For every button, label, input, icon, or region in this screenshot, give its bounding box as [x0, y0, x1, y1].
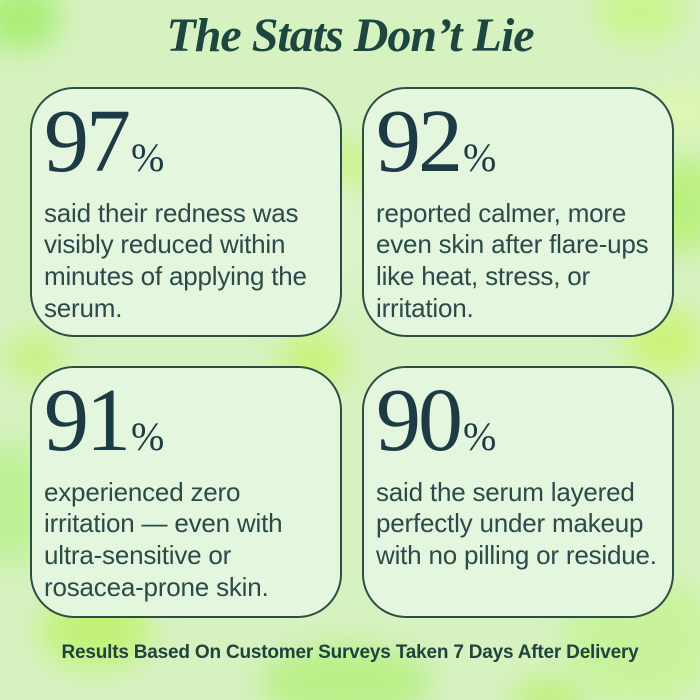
stat-value: 92% [376, 92, 662, 191]
stat-card-zero-irritation: 91% experienced zero irritation — even w… [30, 366, 342, 618]
stat-number: 97 [44, 92, 131, 191]
stat-card-calmer-skin: 92% reported calmer, more even skin afte… [362, 87, 674, 337]
stat-card-under-makeup: 90% said the serum layered perfectly und… [362, 366, 674, 618]
stat-card-redness: 97% said their redness was visibly reduc… [30, 87, 342, 337]
stats-grid: 97% said their redness was visibly reduc… [30, 87, 674, 618]
stat-description: reported calmer, more even skin after fl… [376, 197, 649, 324]
stat-value: 97% [44, 92, 330, 191]
stat-number: 91 [44, 371, 131, 470]
stat-value: 91% [44, 371, 330, 470]
background-blob [513, 678, 585, 700]
stat-number: 92 [376, 92, 463, 191]
stat-number: 90 [376, 371, 463, 470]
percent-sign: % [131, 135, 165, 180]
percent-sign: % [463, 135, 497, 180]
percent-sign: % [131, 414, 165, 459]
footnote: Results Based On Customer Surveys Taken … [61, 642, 639, 663]
stat-description: experienced zero irritation — even with … [44, 476, 283, 603]
page-title: The Stats Don’t Lie [166, 9, 534, 62]
background-blob [260, 646, 432, 700]
stat-description: said the serum layered perfectly under m… [376, 476, 657, 571]
stat-value: 90% [376, 371, 662, 470]
percent-sign: % [463, 414, 497, 459]
stat-description: said their redness was visibly reduced w… [44, 197, 307, 324]
